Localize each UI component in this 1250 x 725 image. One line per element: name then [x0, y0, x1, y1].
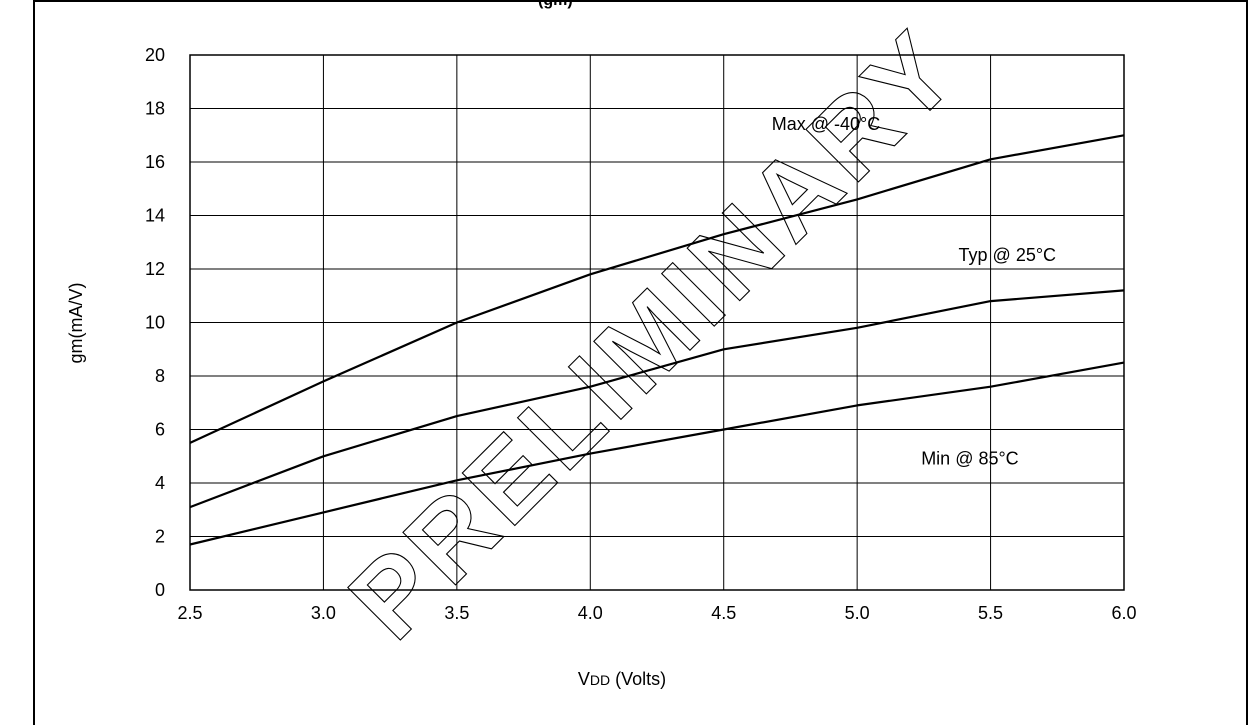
y-tick-label: 12: [145, 259, 165, 279]
series-line-0: [189, 134, 1125, 444]
x-tick-label: 3.5: [444, 603, 469, 623]
y-tick-label: 14: [145, 206, 165, 226]
watermark-text: PRELIMINARY: [326, 6, 982, 662]
series-annotation-1: Typ @ 25°C: [959, 245, 1057, 265]
y-tick-label: 8: [155, 366, 165, 386]
x-axis-label-unit: (Volts): [610, 669, 666, 689]
x-axis-label-v: V: [578, 669, 590, 689]
x-tick-label: 3.0: [311, 603, 336, 623]
y-tick-label: 20: [145, 45, 165, 65]
y-tick-label: 2: [155, 527, 165, 547]
x-tick-label: 5.0: [845, 603, 870, 623]
chart-title-partial: (gm): [538, 0, 573, 9]
x-tick-label: 6.0: [1111, 603, 1136, 623]
x-axis-label-sub: DD: [590, 672, 610, 688]
x-tick-label: 5.5: [978, 603, 1003, 623]
x-axis-label: VDD (Volts): [578, 669, 666, 689]
y-tick-label: 18: [145, 99, 165, 119]
series-line-2: [189, 361, 1125, 546]
y-tick-label: 0: [155, 580, 165, 600]
y-tick-label: 10: [145, 313, 165, 333]
chart-series-group: [189, 134, 1125, 546]
series-line-1: [189, 289, 1125, 509]
chart-tick-labels: 0 2 4 6 8 10 12 14 16 18 20 2.5 3.0 3.5 4.0 4.5 5.0 5.5 6.…: [145, 45, 1137, 623]
y-tick-label: 4: [155, 473, 165, 493]
y-tick-label: 6: [155, 420, 165, 440]
chart-grid: [189, 54, 1125, 591]
x-tick-label: 4.5: [711, 603, 736, 623]
series-annotation-2: Min @ 85°C: [921, 448, 1019, 468]
chart-frame: (gm): [33, 0, 1248, 725]
x-tick-label: 2.5: [177, 603, 202, 623]
x-tick-label: 4.0: [578, 603, 603, 623]
series-annotation-0: Max @ -40°C: [772, 114, 881, 134]
preliminary-watermark: PRELIMINARY: [325, 5, 982, 662]
plot-border: [189, 54, 1125, 591]
y-axis-label: gm(mA/V): [66, 283, 86, 364]
y-tick-label: 16: [145, 152, 165, 172]
series-annotations: Max @ -40°C Typ @ 25°C Min @ 85°C: [772, 114, 1056, 468]
